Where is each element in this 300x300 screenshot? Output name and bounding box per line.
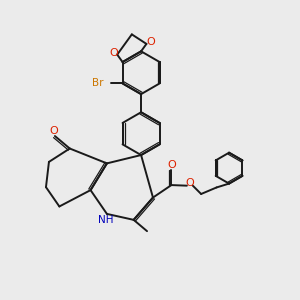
Text: NH: NH xyxy=(98,215,113,225)
Text: Br: Br xyxy=(92,77,103,88)
Text: O: O xyxy=(109,48,118,58)
Text: O: O xyxy=(50,126,58,136)
Text: O: O xyxy=(146,38,155,47)
Text: O: O xyxy=(186,178,194,188)
Text: O: O xyxy=(167,160,176,170)
